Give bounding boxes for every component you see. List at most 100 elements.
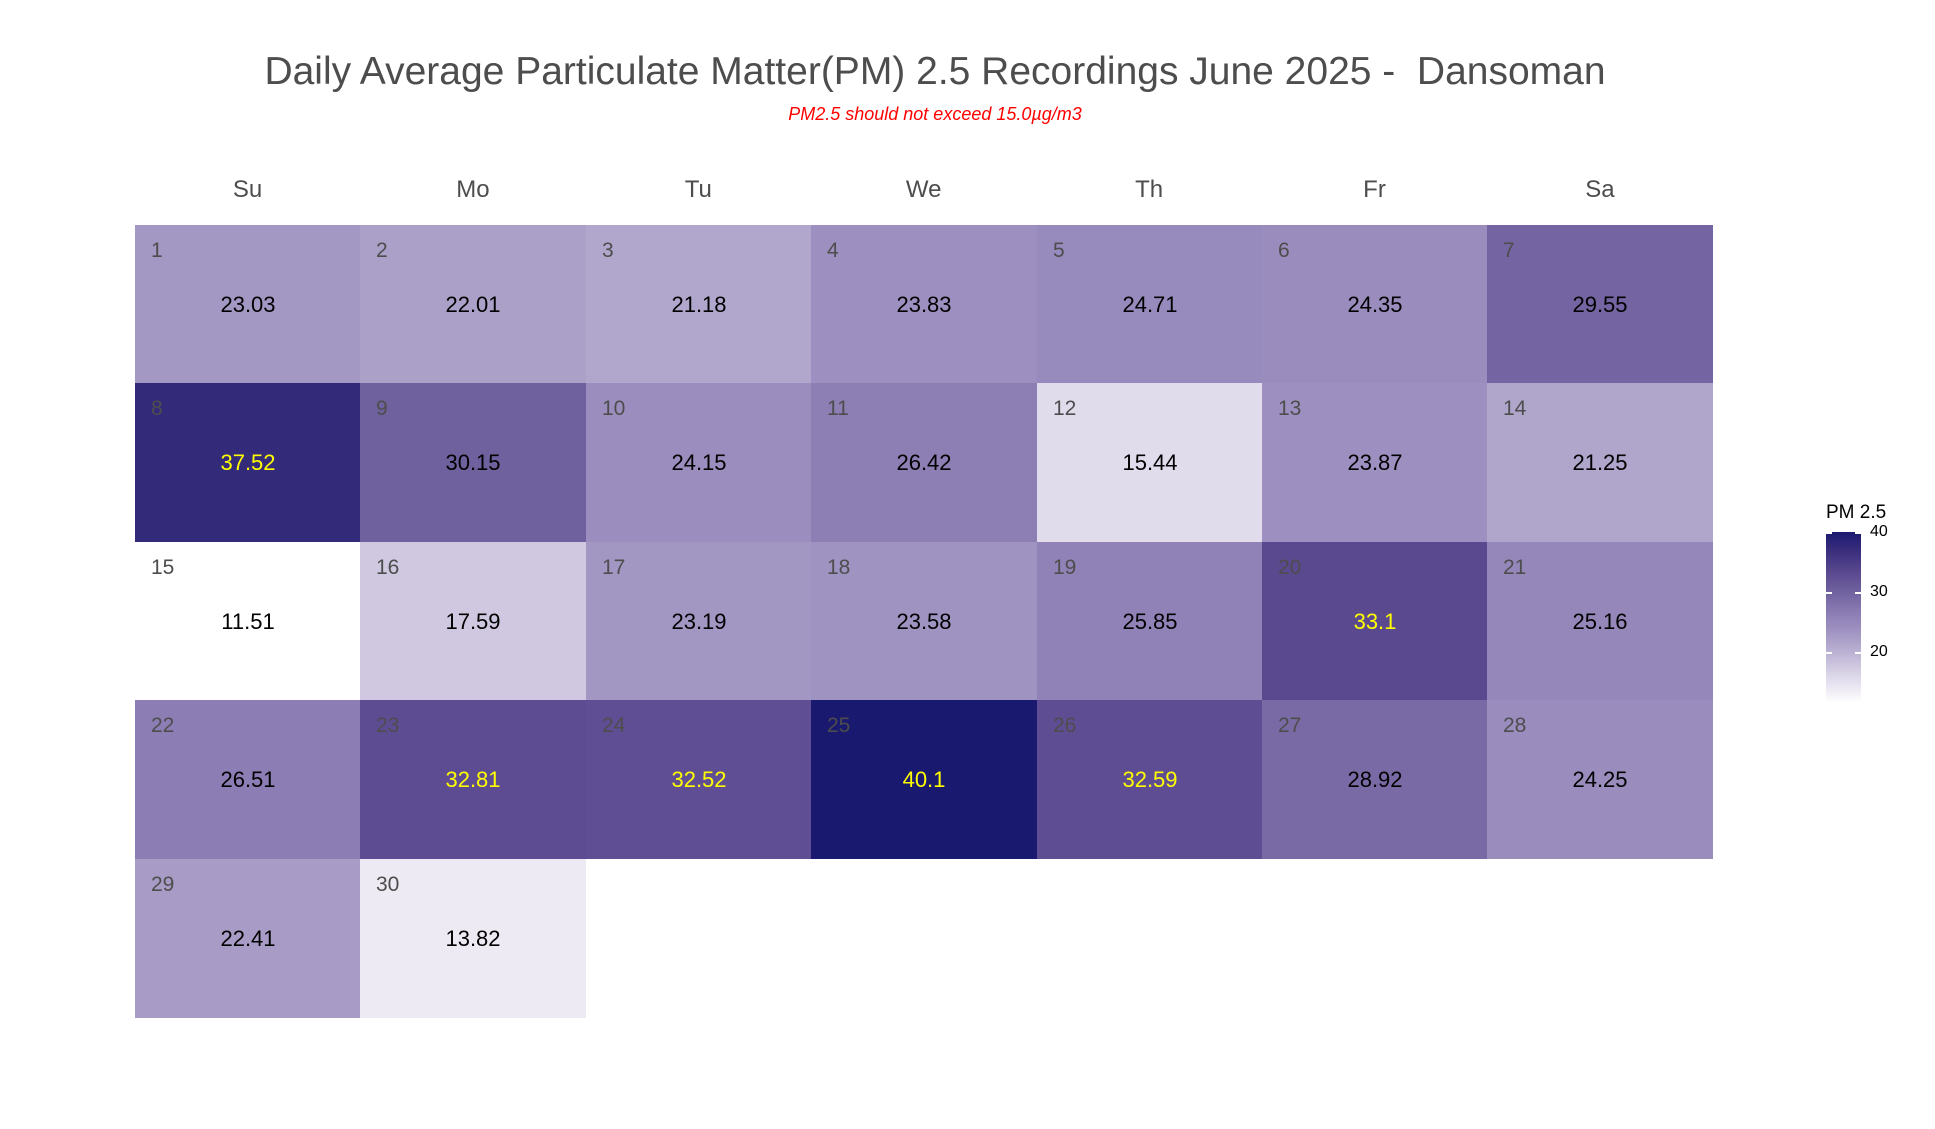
legend-tick-mark [1826, 592, 1832, 594]
data-label: 23.19 [671, 609, 727, 634]
legend-tick-mark [1855, 652, 1861, 654]
day-number: 23 [376, 714, 400, 737]
legend-tick-mark [1826, 652, 1832, 654]
day-number: 18 [827, 556, 851, 579]
day-number: 25 [827, 714, 851, 737]
weekday-label-th: Th [1135, 176, 1164, 203]
day-cell: 29 22.41 [135, 859, 361, 1018]
day-cell: 24 32.52 [586, 700, 812, 859]
legend-tick-mark [1855, 532, 1861, 534]
day-number: 26 [1053, 714, 1077, 737]
data-label: 25.16 [1572, 609, 1628, 634]
day-number: 5 [1053, 239, 1065, 262]
day-cell: 27 28.92 [1262, 700, 1488, 859]
day-cell: 7 29.55 [1487, 225, 1713, 384]
data-label: 24.15 [671, 450, 727, 475]
data-label: 37.52 [220, 450, 276, 475]
day-number: 27 [1278, 714, 1302, 737]
day-number: 9 [376, 397, 388, 420]
day-cell: 11 26.42 [811, 383, 1037, 542]
chart-subtitle: PM2.5 should not exceed 15.0µg/m3 [788, 104, 1082, 124]
day-number: 15 [151, 556, 175, 579]
legend-tick-label: 30 [1870, 583, 1888, 600]
day-number: 4 [827, 239, 839, 262]
data-label: 17.59 [445, 609, 501, 634]
legend-title: PM 2.5 [1826, 502, 1887, 523]
day-number: 11 [827, 397, 849, 420]
weekday-label-tu: Tu [684, 176, 712, 203]
day-number: 6 [1278, 239, 1290, 262]
day-cell: 18 23.58 [811, 542, 1037, 701]
data-label: 21.25 [1572, 450, 1628, 475]
data-label: 15.44 [1122, 450, 1178, 475]
day-number: 16 [376, 556, 400, 579]
chart-title: Daily Average Particulate Matter(PM) 2.5… [264, 50, 1606, 93]
day-cell: 16 17.59 [360, 542, 586, 701]
data-label: 24.71 [1122, 292, 1178, 317]
data-label: 24.35 [1347, 292, 1403, 317]
weekday-label-su: Su [232, 176, 263, 203]
day-cell: 15 11.51 [135, 542, 361, 701]
day-cell: 3 21.18 [586, 225, 812, 384]
day-cell: 20 33.1 [1262, 542, 1488, 701]
day-number: 24 [602, 714, 626, 737]
day-number: 10 [602, 397, 626, 420]
data-label: 23.87 [1347, 450, 1403, 475]
day-number: 20 [1278, 556, 1302, 579]
day-number: 28 [1503, 714, 1527, 737]
day-cell: 26 32.59 [1037, 700, 1263, 859]
day-cell: 6 24.35 [1262, 225, 1488, 384]
data-label: 32.59 [1122, 767, 1178, 792]
day-cell: 28 24.25 [1487, 700, 1713, 859]
day-number: 7 [1503, 239, 1515, 262]
legend-tick-mark [1826, 532, 1832, 534]
day-cell: 25 40.1 [811, 700, 1037, 859]
data-label: 21.18 [671, 292, 727, 317]
day-cell: 12 15.44 [1037, 383, 1263, 542]
day-cell: 22 26.51 [135, 700, 361, 859]
weekday-label-fr: Fr [1363, 176, 1386, 203]
legend-tick-label: 20 [1870, 643, 1888, 660]
data-label: 26.42 [896, 450, 952, 475]
legend-colorbar [1826, 532, 1861, 702]
data-label: 32.81 [445, 767, 501, 792]
data-label: 23.58 [896, 609, 952, 634]
day-cell: 4 23.83 [811, 225, 1037, 384]
calendar-heatmap: 1 23.03 2 22.01 3 21.18 4 23.83 5 24.71 6 24.35 7 29.… [135, 225, 1713, 1018]
day-number: 30 [376, 873, 400, 896]
day-cell: 17 23.19 [586, 542, 812, 701]
data-label: 22.41 [220, 926, 276, 951]
day-cell: 8 37.52 [135, 383, 361, 542]
day-number: 12 [1053, 397, 1077, 420]
data-label: 30.15 [445, 450, 501, 475]
data-label: 22.01 [445, 292, 501, 317]
day-number: 21 [1503, 556, 1527, 579]
day-cell: 1 23.03 [135, 225, 361, 384]
day-cell: 5 24.71 [1037, 225, 1263, 384]
day-cell: 13 23.87 [1262, 383, 1488, 542]
day-number: 13 [1278, 397, 1302, 420]
data-label: 23.03 [220, 292, 276, 317]
data-label: 32.52 [671, 767, 727, 792]
day-cell: 10 24.15 [586, 383, 812, 542]
weekday-label-mo: Mo [456, 176, 490, 203]
day-number: 14 [1503, 397, 1527, 420]
data-label: 29.55 [1572, 292, 1628, 317]
legend-tick-mark [1855, 592, 1861, 594]
legend-tick-label: 40 [1870, 523, 1888, 540]
day-cell: 14 21.25 [1487, 383, 1713, 542]
day-cell: 2 22.01 [360, 225, 586, 384]
data-label: 28.92 [1347, 767, 1403, 792]
day-cell: 23 32.81 [360, 700, 586, 859]
data-label: 23.83 [896, 292, 952, 317]
data-label: 40.1 [902, 767, 946, 792]
day-number: 17 [602, 556, 626, 579]
data-label: 26.51 [220, 767, 276, 792]
day-number: 29 [151, 873, 175, 896]
day-number: 2 [376, 239, 388, 262]
day-number: 1 [151, 239, 163, 262]
weekday-label-sa: Sa [1585, 176, 1615, 203]
day-cell: 30 13.82 [360, 859, 586, 1018]
day-cell: 19 25.85 [1037, 542, 1263, 701]
day-number: 19 [1053, 556, 1077, 579]
